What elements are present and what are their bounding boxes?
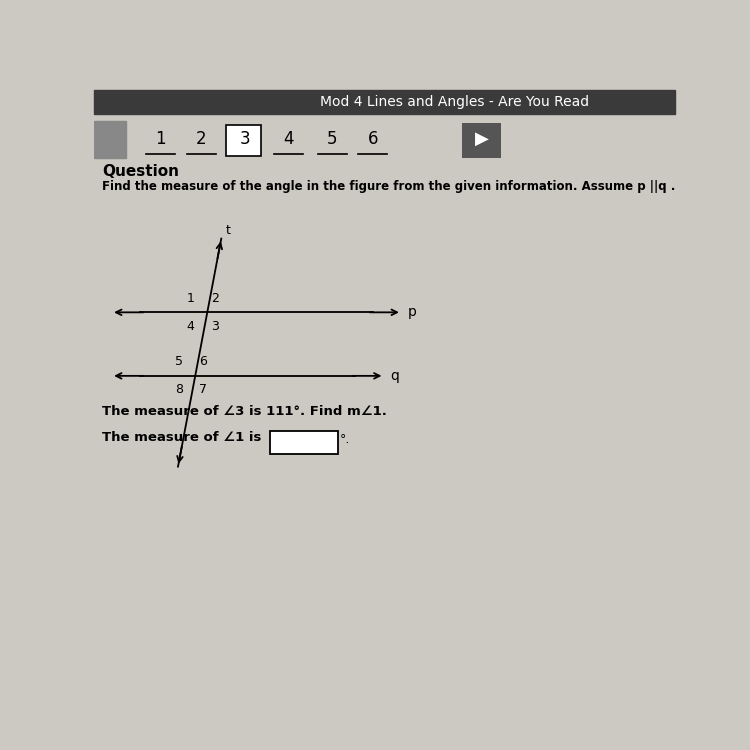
Text: Question: Question (103, 164, 179, 179)
Text: 4: 4 (187, 320, 194, 333)
Text: 6: 6 (368, 130, 378, 148)
Text: °.: °. (340, 433, 350, 446)
Bar (94, 121, 126, 158)
Text: 4: 4 (284, 130, 294, 148)
Text: 1: 1 (155, 130, 166, 148)
Text: The measure of ∠1 is: The measure of ∠1 is (103, 430, 262, 444)
Text: t: t (226, 224, 231, 238)
Text: 7: 7 (200, 383, 207, 397)
Text: p: p (408, 305, 416, 320)
Text: 5: 5 (327, 130, 338, 148)
Text: 3: 3 (239, 130, 250, 148)
Text: 2: 2 (196, 130, 206, 148)
Text: 8: 8 (175, 383, 183, 397)
Text: Mod 4 Lines and Angles - Are You Read: Mod 4 Lines and Angles - Are You Read (320, 95, 589, 109)
FancyBboxPatch shape (271, 431, 338, 454)
Text: Find the measure of the angle in the figure from the given information. Assume p: Find the measure of the angle in the fig… (103, 179, 676, 193)
FancyBboxPatch shape (226, 124, 260, 156)
Text: q: q (390, 369, 399, 382)
Text: 2: 2 (211, 292, 219, 304)
Text: The measure of ∠3 is 111°. Find m∠1.: The measure of ∠3 is 111°. Find m∠1. (103, 405, 387, 418)
Bar (94, 90, 675, 114)
Text: 5: 5 (175, 356, 183, 368)
Text: 3: 3 (211, 320, 219, 333)
Text: ▶: ▶ (475, 130, 489, 148)
Text: 1: 1 (187, 292, 194, 304)
FancyBboxPatch shape (462, 124, 501, 158)
Text: 6: 6 (200, 356, 207, 368)
